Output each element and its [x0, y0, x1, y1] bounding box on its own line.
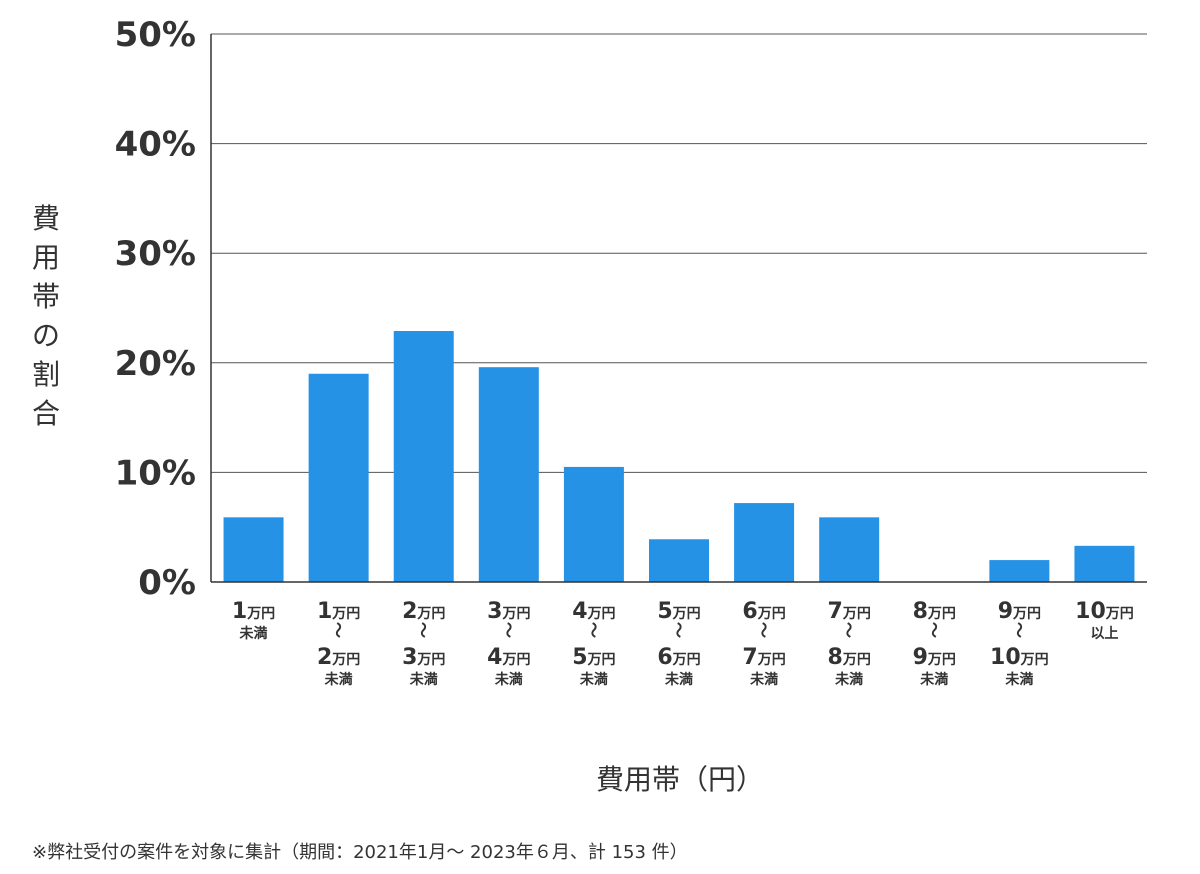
x-tick-amount: 8万円: [828, 645, 871, 670]
footnote: ※弊社受付の案件を対象に集計（期間：2021年1月～ 2023年６月、計 153…: [32, 842, 688, 863]
x-tick-amount: 4万円: [572, 599, 615, 624]
bar: [393, 331, 454, 582]
x-tick-suffix: 未満: [495, 671, 523, 688]
y-tick-label: 30%: [115, 234, 196, 274]
x-tick-amount: 9万円: [998, 599, 1041, 624]
y-tick-labels: 0% 10% 20% 30% 40% 50%: [115, 15, 196, 603]
x-tick-suffix: 未満: [580, 671, 608, 688]
y-tick-label: 10%: [115, 453, 196, 493]
y-axis-label-char: 費: [32, 202, 60, 235]
x-tick-amount: 9万円: [913, 645, 956, 670]
x-tick-tilde: 〜: [1009, 622, 1028, 638]
y-tick-label: 50%: [115, 15, 196, 55]
x-tick-amount: 6万円: [742, 599, 785, 624]
x-tick-tilde: 〜: [584, 622, 603, 638]
bar: [1074, 545, 1135, 582]
x-tick-suffix: 未満: [835, 671, 863, 688]
x-tick-suffix: 未満: [920, 671, 948, 688]
bar: [989, 560, 1050, 582]
x-tick-amount: 2万円: [317, 645, 360, 670]
x-tick-tilde: 〜: [924, 622, 943, 638]
x-tick-tilde: 〜: [839, 622, 858, 638]
x-tick-suffix: 未満: [1005, 671, 1033, 688]
x-tick-tilde: 〜: [499, 622, 518, 638]
bar: [819, 517, 880, 582]
y-axis-label-char: 用: [32, 241, 60, 274]
y-axis-label-char: の: [32, 319, 60, 352]
x-tick-amount: 8万円: [913, 599, 956, 624]
x-tick-amount: 5万円: [657, 599, 700, 624]
x-tick-amount: 5万円: [572, 645, 615, 670]
bar: [649, 539, 709, 582]
bar: [223, 517, 284, 582]
x-tick-amount: 1万円: [232, 599, 275, 624]
bar: [308, 373, 369, 582]
x-tick-labels: 1万円未満1万円〜2万円未満2万円〜3万円未満3万円〜4万円未満4万円〜5万円未…: [232, 599, 1134, 688]
bar: [563, 466, 624, 582]
bars: [223, 331, 1135, 582]
y-axis-label-char: 帯: [32, 280, 60, 313]
y-axis-label-char: 割: [32, 358, 60, 391]
x-tick-amount: 6万円: [657, 645, 700, 670]
x-tick-amount: 1万円: [317, 599, 360, 624]
x-tick-suffix: 未満: [410, 671, 438, 688]
x-tick-suffix: 未満: [665, 671, 693, 688]
x-tick-amount: 3万円: [402, 645, 445, 670]
x-tick-amount: 7万円: [742, 645, 785, 670]
x-tick-suffix: 未満: [325, 671, 353, 688]
x-tick-suffix: 以上: [1090, 626, 1118, 642]
axes: [210, 34, 1147, 583]
x-tick-amount: 7万円: [828, 599, 871, 624]
x-tick-amount: 10万円: [990, 645, 1049, 670]
x-axis-label: 費用帯（円）: [596, 763, 764, 796]
x-tick-amount: 10万円: [1075, 599, 1134, 624]
x-tick-suffix: 未満: [750, 671, 778, 688]
x-tick-amount: 3万円: [487, 599, 530, 624]
y-tick-label: 20%: [115, 344, 196, 384]
x-tick-suffix: 未満: [240, 625, 268, 642]
gridlines: [211, 33, 1147, 473]
y-tick-label: 0%: [138, 563, 196, 603]
x-tick-tilde: 〜: [669, 622, 688, 638]
x-tick-tilde: 〜: [329, 622, 348, 638]
x-tick-amount: 2万円: [402, 599, 445, 624]
y-axis-label-char: 合: [32, 397, 60, 430]
bar: [478, 367, 539, 582]
x-tick-amount: 4万円: [487, 645, 530, 670]
y-tick-label: 40%: [115, 125, 196, 165]
x-tick-tilde: 〜: [754, 622, 773, 638]
bar: [734, 503, 795, 582]
x-tick-tilde: 〜: [414, 622, 433, 638]
